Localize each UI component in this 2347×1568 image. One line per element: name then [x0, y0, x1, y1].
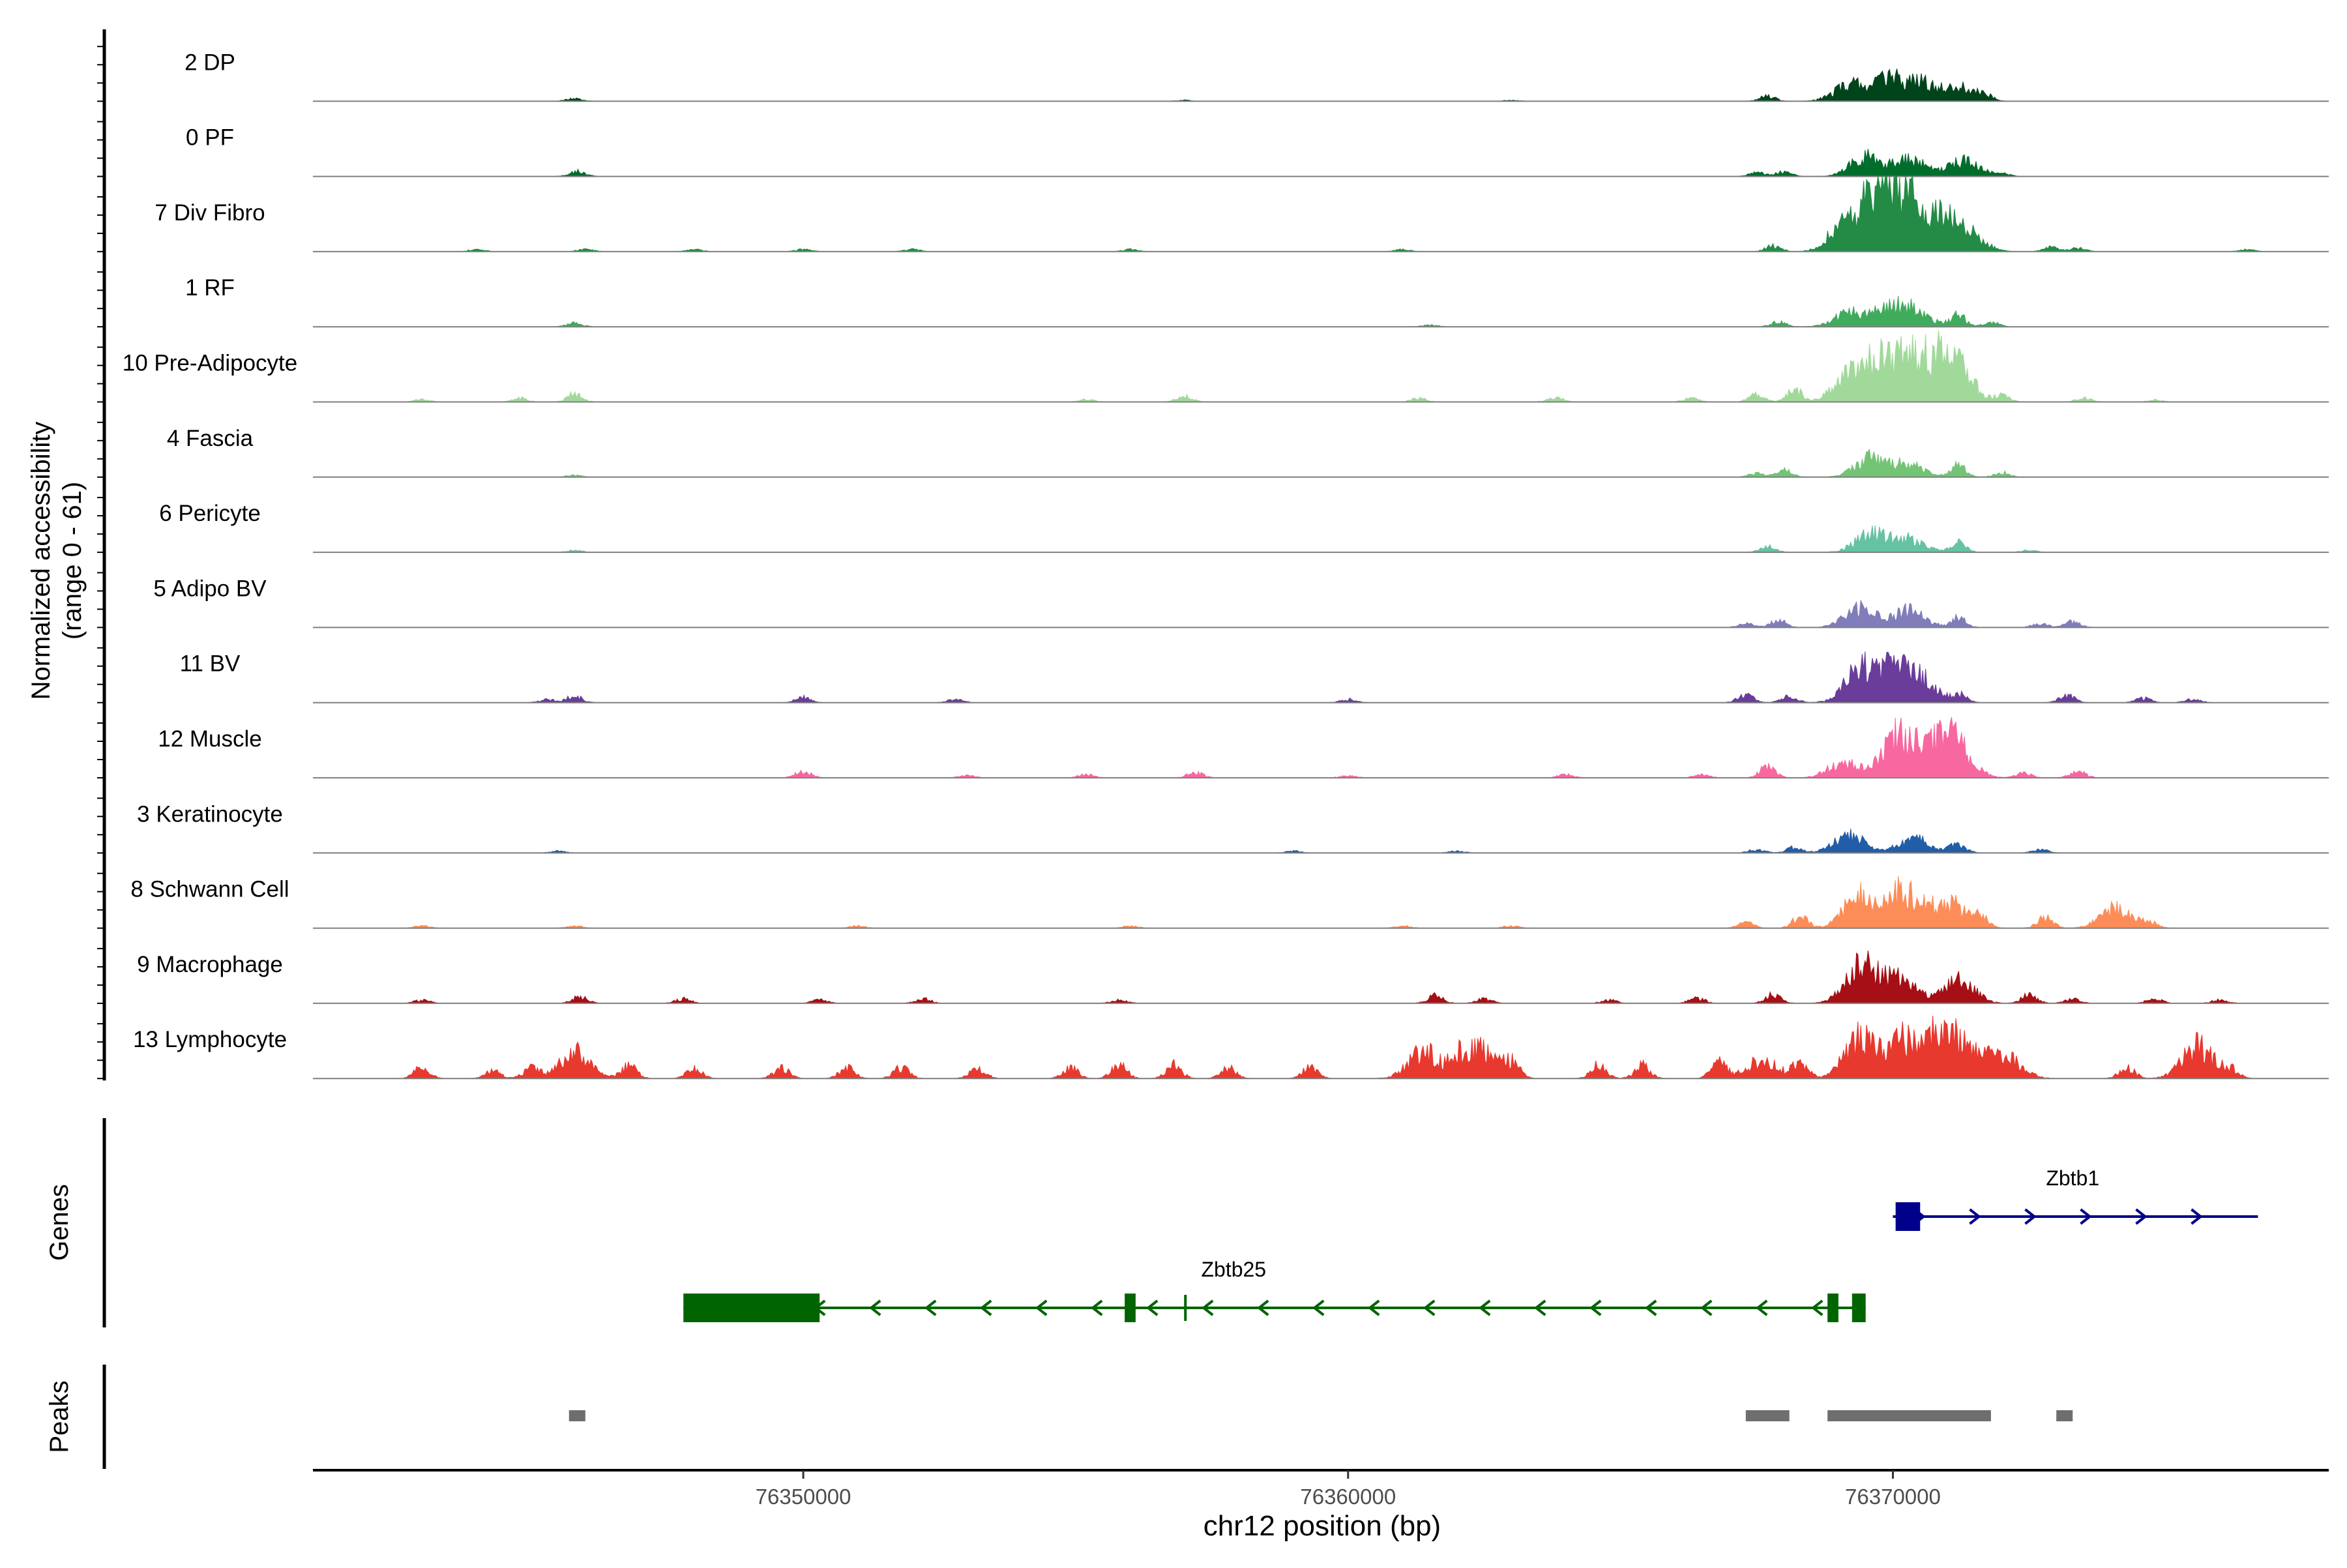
coverage-track: 11 BV — [180, 651, 2329, 703]
accessibility-area — [313, 1015, 2329, 1079]
coverage-track: 7 Div Fibro — [155, 175, 2329, 252]
gene-label: Zbtb25 — [1201, 1258, 1266, 1281]
coverage-track: 6 Pericyte — [159, 501, 2329, 554]
genes-track: Zbtb1 Zbtb25 — [683, 1166, 2258, 1322]
strand-arrow — [2024, 1208, 2037, 1225]
coverage-track: 9 Macrophage — [137, 951, 2329, 1004]
strand-arrow — [924, 1299, 937, 1316]
peak-region — [1827, 1410, 1991, 1421]
coverage-track: 12 Muscle — [158, 717, 2329, 778]
track-label: 2 DP — [185, 50, 235, 75]
strand-arrow — [1645, 1299, 1657, 1316]
peak-region — [568, 1410, 585, 1421]
gene-model: Zbtb1 — [1893, 1166, 2258, 1231]
track-label: 10 Pre-Adipocyte — [123, 351, 297, 376]
track-label: 0 PF — [186, 125, 234, 151]
y-axis-subtitle: (range 0 - 61) — [58, 482, 87, 640]
gene-exon — [1895, 1202, 1921, 1231]
accessibility-area — [313, 448, 2329, 478]
strand-arrow — [1035, 1299, 1048, 1316]
coverage-track: 10 Pre-Adipocyte — [123, 330, 2329, 403]
track-label: 5 Adipo BV — [153, 576, 267, 601]
track-label: 1 RF — [185, 275, 235, 301]
x-tick-label: 76370000 — [1845, 1485, 1941, 1509]
peak-region — [1745, 1410, 1790, 1421]
track-label: 6 Pericyte — [159, 501, 261, 526]
coverage-track: 13 Lymphocyte — [133, 1015, 2329, 1080]
track-label: 13 Lymphocyte — [133, 1027, 287, 1052]
accessibility-area — [313, 296, 2329, 327]
x-axis-title: chr12 position (bp) — [1203, 1510, 1441, 1542]
peaks-track — [568, 1410, 2073, 1421]
strand-arrow — [2191, 1208, 2203, 1225]
track-label: 11 BV — [180, 651, 241, 677]
coverage-track: 3 Keratinocyte — [137, 801, 2329, 854]
gene-exon — [1125, 1294, 1136, 1322]
strand-arrow — [1368, 1299, 1380, 1316]
accessibility-area — [313, 525, 2329, 553]
coverage-track: 0 PF — [186, 125, 2329, 177]
peaks-panel-label: Peaks — [45, 1380, 74, 1453]
strand-arrow — [1534, 1299, 1546, 1316]
strand-arrow — [2080, 1208, 2092, 1225]
strand-arrow — [1257, 1299, 1269, 1316]
gene-label: Zbtb1 — [2046, 1166, 2099, 1190]
strand-arrow — [1589, 1299, 1602, 1316]
accessibility-area — [313, 829, 2329, 853]
gene-model: Zbtb25 — [683, 1258, 1866, 1322]
strand-arrow — [1091, 1299, 1103, 1316]
accessibility-area — [313, 717, 2329, 778]
strand-arrow — [1700, 1299, 1713, 1316]
x-tick-label: 76350000 — [756, 1485, 851, 1509]
x-tick-label: 76360000 — [1300, 1485, 1396, 1509]
coverage-track: 4 Fascia — [167, 426, 2329, 478]
coverage-track: 2 DP — [185, 50, 2329, 102]
strand-arrow — [1202, 1299, 1214, 1316]
y-axis-title: Normalized accessibility — [27, 422, 55, 700]
gene-exon — [1827, 1294, 1838, 1322]
accessibility-area — [313, 600, 2329, 628]
coverage-track: 5 Adipo BV — [153, 576, 2329, 629]
track-label: 9 Macrophage — [137, 952, 283, 977]
strand-arrow — [1146, 1299, 1159, 1316]
strand-arrow — [869, 1299, 881, 1316]
strand-arrow — [1756, 1299, 1768, 1316]
track-label: 4 Fascia — [167, 426, 254, 451]
x-axis: 76350000 76360000 76370000 — [756, 1470, 1941, 1509]
strand-arrow — [1811, 1299, 1823, 1316]
gene-exon — [683, 1294, 820, 1322]
accessibility-area — [313, 651, 2329, 703]
coverage-tracks: 2 DP 0 PF 7 Div Fibro 1 RF 10 Pre-Adipocyte 4… — [123, 50, 2329, 1080]
track-label: 3 Keratinocyte — [137, 801, 283, 827]
track-label: 12 Muscle — [158, 726, 262, 752]
genes-panel-label: Genes — [45, 1184, 74, 1261]
accessibility-area — [313, 876, 2329, 929]
gene-exon — [1184, 1295, 1187, 1321]
accessibility-area — [313, 330, 2329, 403]
strand-arrow — [1479, 1299, 1491, 1316]
peak-region — [2056, 1410, 2073, 1421]
coverage-track: 8 Schwann Cell — [130, 876, 2329, 929]
accessibility-area — [313, 149, 2329, 177]
track-label: 7 Div Fibro — [155, 200, 265, 226]
gene-exon — [1852, 1294, 1866, 1322]
accessibility-y-axis — [97, 29, 106, 1081]
accessibility-area — [313, 175, 2329, 252]
strand-arrow — [2135, 1208, 2148, 1225]
strand-arrow — [980, 1299, 992, 1316]
accessibility-area — [313, 951, 2329, 1004]
strand-arrow — [1423, 1299, 1436, 1316]
accessibility-area — [313, 68, 2329, 102]
strand-arrow — [1312, 1299, 1325, 1316]
coverage-track: 1 RF — [185, 275, 2329, 328]
track-label: 8 Schwann Cell — [130, 877, 289, 902]
strand-arrow — [1969, 1208, 1981, 1225]
